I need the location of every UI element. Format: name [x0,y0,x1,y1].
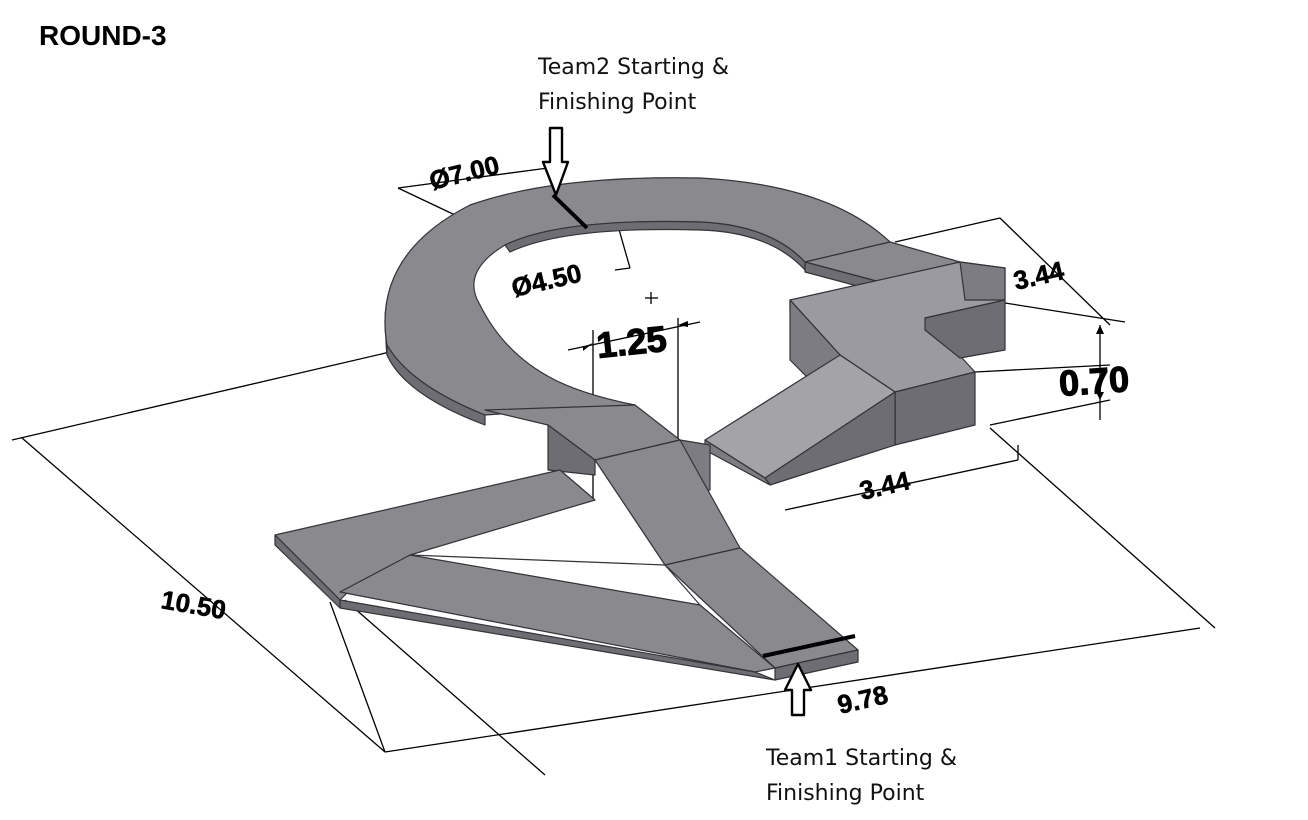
block-width-label: 3.44 [857,465,914,506]
dimension-arrowheads [583,321,1104,400]
start-finish-lines [551,193,856,658]
track-width-label: 1.25 [595,318,669,366]
team2-arrow [541,126,570,197]
team2-label-line1: Team2 Starting & [538,55,730,80]
team1-label-line1: Team1 Starting & [766,746,958,771]
overall-length-label: 10.50 [159,584,228,625]
team1-label: Team1 Starting & Finishing Point [766,741,957,811]
track-shape [274,177,1006,681]
pointer-arrows [541,126,813,717]
page-title: ROUND-3 [39,20,167,51]
team2-label: Team2 Starting & Finishing Point [538,50,729,120]
overall-width-label: 9.78 [835,679,891,720]
block-length-label: 3.44 [1011,255,1068,296]
team1-start-line [762,634,856,658]
outer-diameter-label: Ø7.00 [426,150,502,196]
team1-label-line2: Finishing Point [766,781,925,806]
team2-label-line2: Finishing Point [538,90,697,115]
team2-start-line [551,193,589,230]
inner-diameter-label: Ø4.50 [509,258,585,303]
team1-arrow [783,662,813,717]
block-height-label: 0.70 [1058,358,1131,404]
